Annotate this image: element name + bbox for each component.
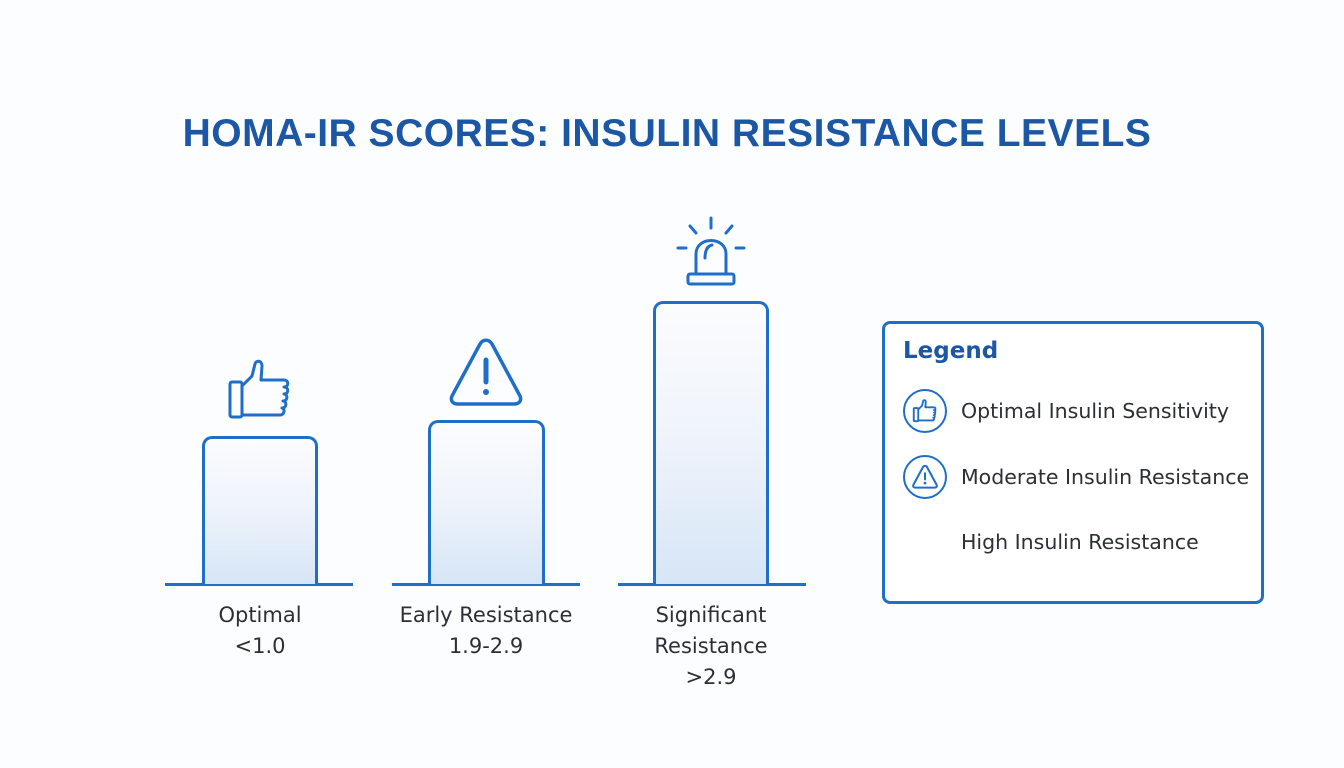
category-range: <1.0 (234, 634, 286, 658)
legend-item-moderate: Moderate Insulin Resistance (903, 453, 1249, 501)
label-early-resistance: Early Resistance 1.9-2.9 (366, 600, 606, 662)
category-name: Optimal (218, 603, 302, 627)
legend-icon-placeholder (903, 520, 947, 564)
bar-early-resistance (428, 420, 545, 584)
warning-triangle-icon (449, 338, 523, 406)
category-name: Early Resistance (399, 603, 573, 627)
bar-significant-resistance (653, 301, 769, 584)
legend: Legend Optimal Insulin Sensitivity Moder… (882, 321, 1264, 604)
legend-label: High Insulin Resistance (961, 530, 1199, 554)
page-title: HOMA-IR SCORES: INSULIN RESISTANCE LEVEL… (182, 112, 1152, 155)
legend-item-optimal: Optimal Insulin Sensitivity (903, 387, 1229, 435)
bar-optimal (202, 436, 318, 584)
baseline-significant (618, 583, 806, 586)
category-range: 1.9-2.9 (448, 634, 524, 658)
label-optimal: Optimal <1.0 (140, 600, 380, 662)
baseline-optimal (165, 583, 353, 586)
thumbs-up-icon (903, 389, 947, 433)
legend-label: Moderate Insulin Resistance (961, 465, 1250, 489)
category-name: Significant (655, 603, 767, 627)
category-name-line2: Resistance (654, 634, 768, 658)
thumbs-up-icon (228, 359, 290, 419)
category-range: >2.9 (685, 665, 737, 689)
legend-label: Optimal Insulin Sensitivity (961, 399, 1229, 423)
label-significant-resistance: Significant Resistance >2.9 (591, 600, 831, 693)
baseline-early (392, 583, 580, 586)
legend-item-high: High Insulin Resistance (903, 518, 1199, 566)
alarm-siren-icon (676, 216, 746, 286)
legend-title: Legend (903, 338, 999, 364)
warning-triangle-icon (903, 455, 947, 499)
